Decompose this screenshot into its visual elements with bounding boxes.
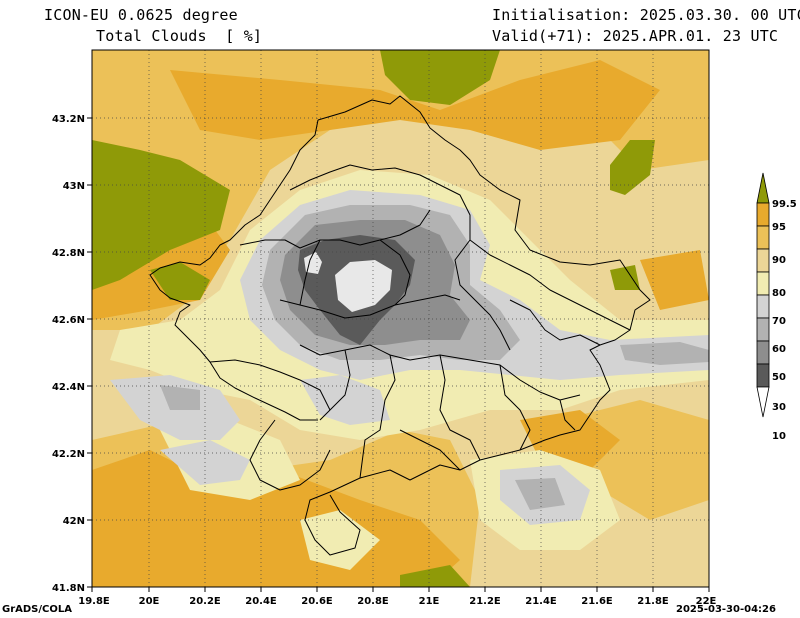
field-70-80-sw [300, 510, 380, 570]
y-tick-label: 43N [63, 181, 85, 192]
region-border-3 [279, 294, 461, 319]
x-tick-label: 20.6E [301, 596, 333, 607]
legend-labels: 99.5 95 90 80 70 60 50 30 10 [772, 199, 797, 442]
x-tick-label: 20.2E [189, 596, 221, 607]
credit-label: GrADS/COLA [2, 604, 72, 615]
legend-label: 99.5 [772, 199, 797, 210]
field-99-north [380, 50, 500, 105]
field-0-10-small [304, 252, 322, 274]
region-border-9 [469, 239, 631, 331]
field-99-west [92, 140, 230, 290]
region-border-7 [439, 354, 481, 461]
field-60-70-mid [300, 375, 390, 425]
field-50-60-west [160, 385, 200, 410]
region-border-1 [289, 164, 511, 351]
field-50-60-east [620, 342, 709, 365]
field-95-north [170, 60, 660, 150]
field-title: Total Clouds [ %] [96, 27, 263, 45]
legend-swatch-95 [756, 202, 770, 227]
region-border-15 [379, 239, 411, 306]
region-border-11 [209, 359, 331, 411]
legend-swatch-0 [756, 386, 770, 418]
grid [92, 50, 709, 587]
region-border-16 [299, 239, 321, 306]
x-tick-label: 20E [139, 596, 160, 607]
x-tick-label: 20.4E [245, 596, 277, 607]
field-99-nw [150, 262, 210, 300]
y-tick-label: 43.2N [52, 114, 85, 125]
region-border-6 [359, 354, 396, 479]
color-legend [756, 172, 770, 418]
x-tick-label: 21.4E [525, 596, 557, 607]
legend-swatch-80 [756, 248, 770, 273]
x-tick-label: 21.8E [637, 596, 669, 607]
legend-label: 10 [772, 431, 786, 442]
valid-time: Valid(+71): 2025.APR.01. 23 UTC [492, 27, 779, 45]
field-99-east [610, 265, 640, 290]
region-border-14 [559, 399, 576, 431]
field-95-south [92, 450, 460, 587]
y-tick-label: 42.2N [52, 449, 85, 460]
legend-label: 30 [772, 402, 786, 413]
y-tick-label: 41.8N [52, 583, 85, 594]
tick-marks [87, 117, 710, 592]
legend-swatch-30 [756, 340, 770, 365]
x-tick-label: 21.2E [469, 596, 501, 607]
y-tick-label: 42.8N [52, 248, 85, 259]
legend-label: 95 [772, 222, 786, 233]
y-tick-label: 42.6N [52, 315, 85, 326]
legend-swatch-90 [756, 225, 770, 250]
x-tick-labels: 19.8E 20E 20.2E 20.4E 20.6E 20.8E 21E 21… [78, 596, 716, 607]
model-title: ICON-EU 0.0625 degree [44, 6, 238, 24]
field-0-10-blob [335, 260, 392, 312]
x-tick-label: 19.8E [78, 596, 110, 607]
field-50-60-se [515, 478, 565, 510]
init-time: Initialisation: 2025.03.30. 00 UTC [492, 6, 800, 24]
cloud-field [92, 50, 709, 587]
legend-swatch-70 [756, 271, 770, 296]
timestamp-label: 2025-03-30-04:26 [676, 604, 776, 615]
x-tick-label: 21E [419, 596, 440, 607]
region-border-5 [319, 349, 351, 421]
legend-label: 60 [772, 344, 786, 355]
legend-swatch-10 [756, 363, 770, 388]
legend-label: 90 [772, 255, 786, 266]
region-border-13 [399, 429, 461, 471]
region-border-2 [239, 209, 431, 249]
region-border-12 [249, 419, 331, 491]
y-tick-labels: 43.2N 43N 42.8N 42.6N 42.4N 42.2N 42N 41… [52, 114, 85, 594]
field-95-ne [640, 250, 709, 310]
legend-swatch-50 [756, 317, 770, 342]
x-tick-label: 22E [696, 596, 717, 607]
x-tick-label: 20.8E [357, 596, 389, 607]
country-border-west [149, 119, 319, 421]
legend-label: 70 [772, 316, 786, 327]
y-tick-label: 42N [63, 516, 85, 527]
legend-swatch-60 [756, 294, 770, 319]
region-border-8 [499, 364, 531, 451]
legend-label: 80 [772, 288, 786, 299]
field-99-south [400, 565, 470, 587]
field-99-ne [610, 140, 655, 195]
x-tick-label: 21.6E [581, 596, 613, 607]
borders [149, 95, 651, 556]
y-tick-label: 42.4N [52, 382, 85, 393]
legend-label: 50 [772, 372, 786, 383]
country-border-outer [304, 95, 651, 556]
legend-swatch-99 [756, 172, 770, 204]
region-border-10 [509, 299, 601, 346]
